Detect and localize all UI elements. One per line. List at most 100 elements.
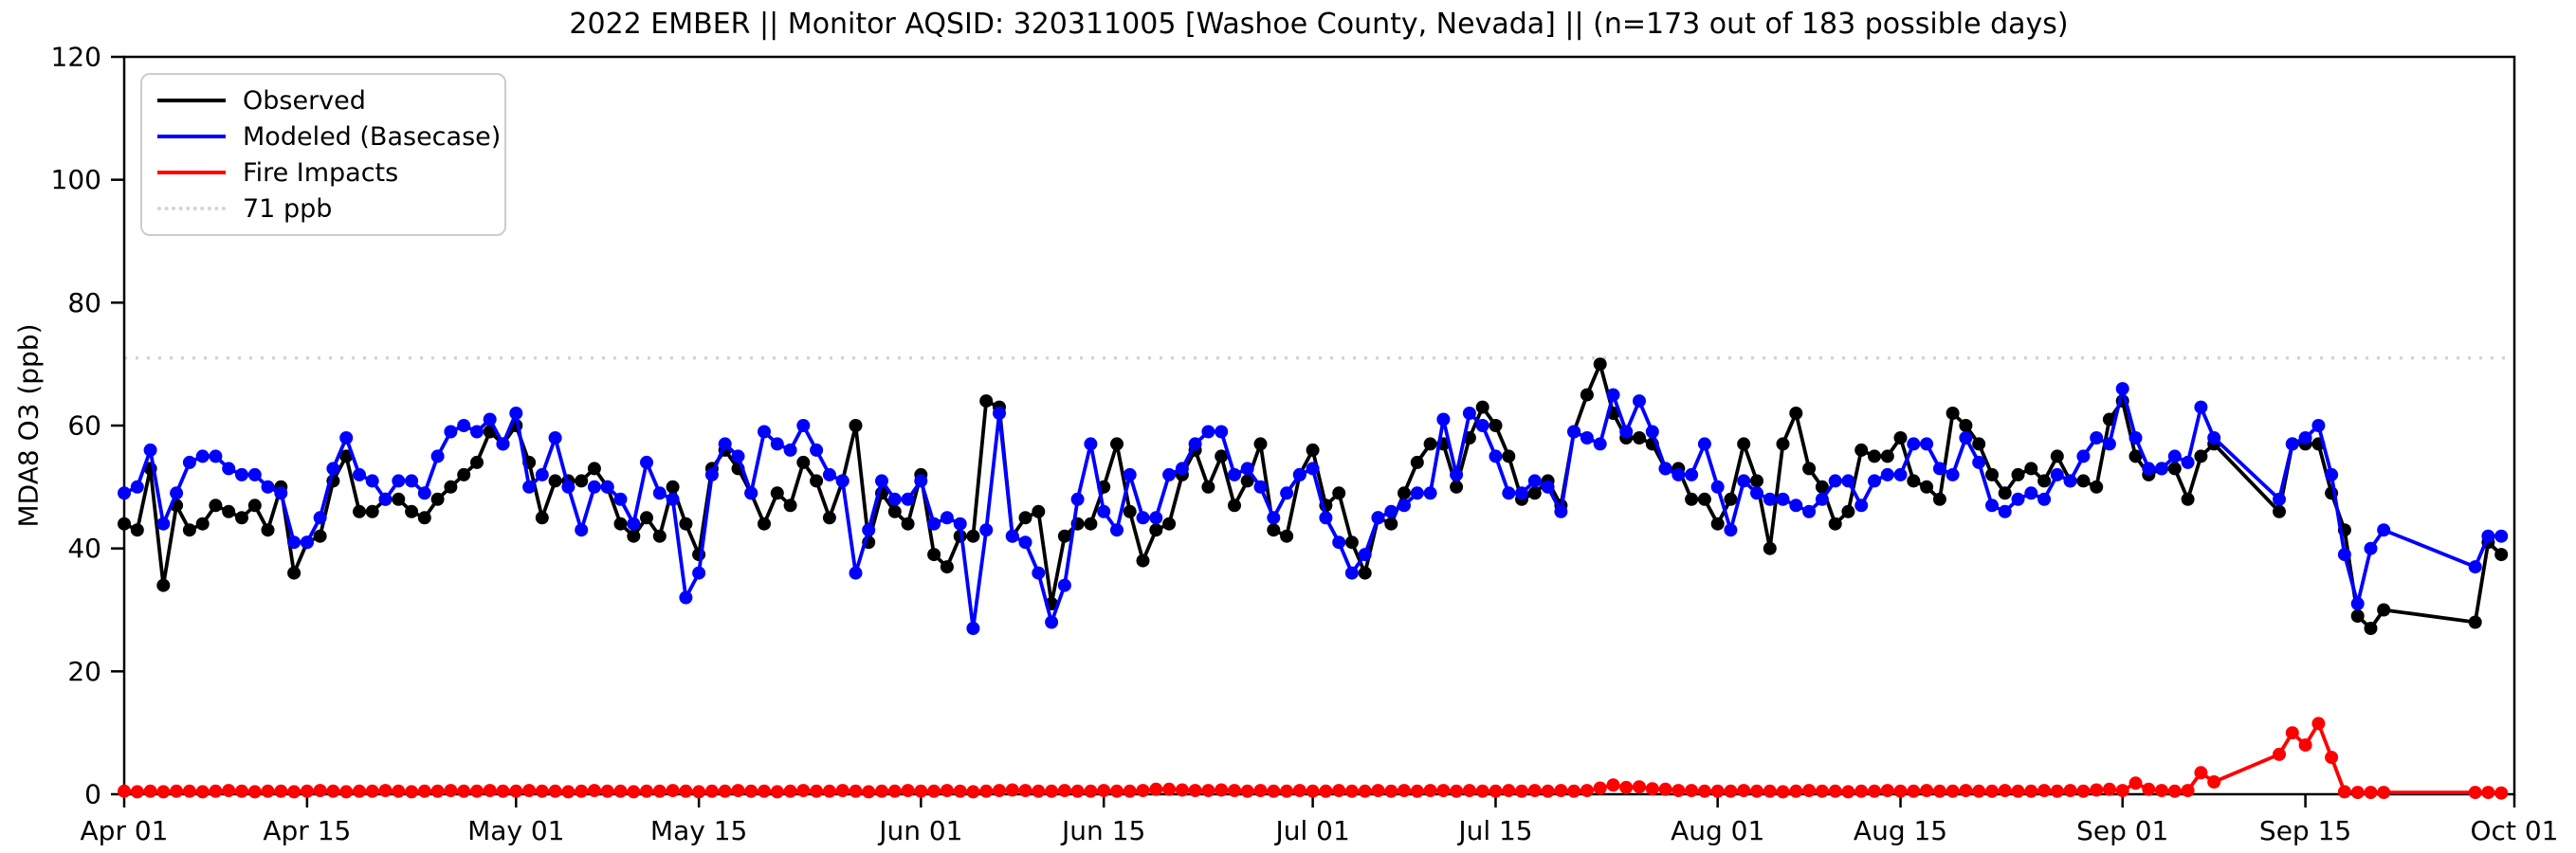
data-point [274, 486, 288, 500]
data-point [156, 785, 171, 799]
x-tick-label: Jun 01 [877, 815, 962, 846]
data-point [1280, 486, 1294, 500]
data-point [940, 560, 954, 574]
data-point [1685, 784, 1699, 798]
data-point [1450, 467, 1464, 481]
data-point [1776, 437, 1790, 451]
data-point [1854, 499, 1869, 513]
x-tick-label: Jun 15 [1060, 815, 1145, 846]
data-point [1123, 504, 1137, 518]
x-tick-label: Jul 01 [1273, 815, 1349, 846]
data-point [496, 437, 510, 451]
data-point [1959, 784, 1973, 798]
data-point [1515, 486, 1528, 500]
data-point [770, 785, 784, 799]
data-point [222, 504, 236, 518]
data-point [1685, 492, 1699, 506]
x-tick-label: Sep 15 [2259, 815, 2351, 846]
data-point [300, 784, 314, 798]
data-point [247, 467, 262, 481]
data-point [1253, 480, 1268, 494]
data-point [2128, 776, 2143, 790]
data-point [1292, 784, 1306, 798]
data-point [1215, 449, 1229, 463]
data-point [1032, 504, 1046, 518]
data-point [1502, 449, 1516, 463]
data-point [222, 784, 236, 798]
data-point [1123, 784, 1137, 798]
data-point [1710, 784, 1725, 798]
x-tick-label: Oct 01 [2471, 815, 2559, 846]
data-point [2494, 786, 2509, 800]
data-point [2194, 400, 2208, 414]
data-point [2481, 786, 2495, 800]
data-point [1985, 499, 1999, 513]
data-point [561, 785, 575, 799]
data-point [1697, 492, 1711, 506]
data-point [731, 784, 745, 798]
data-point [417, 486, 431, 500]
data-point [901, 784, 915, 798]
data-point [1398, 784, 1411, 798]
data-point [1005, 529, 1019, 543]
data-point [1475, 400, 1489, 414]
data-point [600, 480, 614, 494]
data-point [770, 437, 784, 451]
data-point [810, 784, 824, 798]
data-point [953, 517, 967, 531]
data-point [430, 492, 445, 506]
legend-item-fire: Fire Impacts [157, 160, 504, 186]
data-point [1606, 388, 1620, 402]
data-point [993, 407, 1006, 420]
data-point [1032, 566, 1046, 580]
data-point [1267, 784, 1281, 798]
data-point [704, 467, 719, 481]
data-point [1332, 535, 1346, 550]
data-point [2298, 431, 2312, 445]
data-point [313, 529, 327, 543]
data-point [1489, 784, 1503, 798]
data-point [457, 419, 471, 432]
data-point [1253, 437, 1268, 451]
data-point [587, 480, 601, 494]
legend-item-modeled: Modeled (Basecase) [157, 124, 504, 150]
data-point [1384, 517, 1398, 531]
data-point [2011, 492, 2025, 506]
data-point [1084, 784, 1098, 798]
data-point [365, 784, 379, 798]
data-point [2350, 609, 2365, 623]
data-point [640, 511, 653, 525]
data-point [339, 449, 354, 463]
data-point [1737, 784, 1751, 798]
modeled-line-swatch [157, 135, 226, 138]
data-point [2337, 785, 2351, 799]
data-point [1136, 554, 1150, 568]
data-point [1893, 467, 1908, 481]
data-point [679, 517, 693, 531]
data-point [1554, 504, 1568, 518]
data-point [1998, 486, 2012, 500]
data-point [1737, 437, 1751, 451]
data-point [2364, 622, 2378, 635]
data-point [1789, 784, 1803, 798]
data-point [1136, 784, 1150, 798]
data-point [1384, 504, 1398, 518]
data-point [2142, 782, 2156, 796]
data-point [2350, 786, 2365, 800]
data-point [731, 449, 745, 463]
data-point [1398, 499, 1411, 513]
data-point [1032, 784, 1046, 798]
data-point [1763, 541, 1777, 555]
data-point [2142, 462, 2156, 476]
y-tick-label: 20 [67, 656, 101, 687]
data-point [405, 504, 419, 518]
data-point [326, 462, 340, 476]
legend-label-modeled: Modeled (Basecase) [243, 121, 502, 152]
data-point [1240, 462, 1254, 476]
data-point [1750, 474, 1763, 488]
data-point [1658, 782, 1672, 796]
data-point [1306, 443, 1320, 457]
data-point [1633, 431, 1646, 445]
data-point [1045, 784, 1059, 798]
data-point [1201, 784, 1215, 798]
